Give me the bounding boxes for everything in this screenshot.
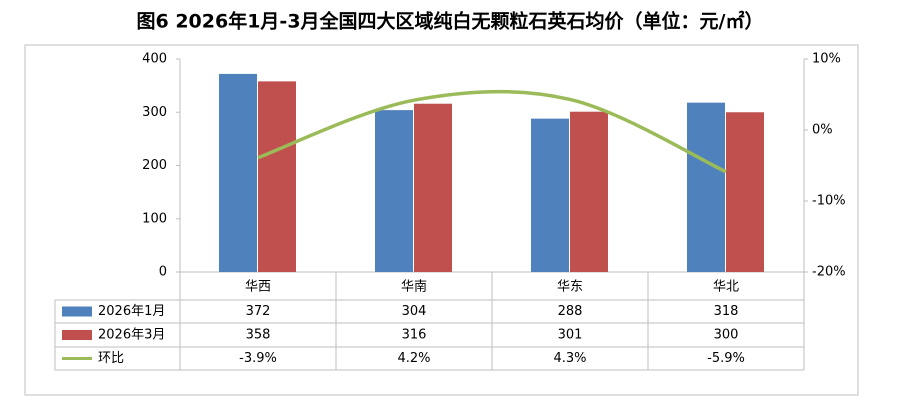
table-value: 301 — [558, 328, 583, 343]
table-value: 372 — [246, 304, 271, 319]
bar — [375, 110, 413, 273]
y-tick-label: 0 — [159, 265, 167, 280]
y-tick-label: 300 — [142, 105, 167, 120]
table-value: 304 — [402, 304, 427, 319]
table-value: 318 — [714, 304, 739, 319]
y-tick-label: 100 — [142, 211, 167, 226]
bar — [570, 111, 608, 272]
x-tick-label: 华西 — [245, 280, 271, 295]
y2-tick-label: -20% — [812, 265, 846, 280]
table-value: 288 — [558, 304, 583, 319]
y-tick-label: 200 — [142, 158, 167, 173]
legend-swatch — [62, 306, 92, 317]
bar — [219, 73, 257, 272]
bar — [726, 112, 764, 272]
table-value: 300 — [714, 328, 739, 343]
chart-title: 图6 2026年1月-3月全国四大区域纯白无颗粒石英石均价（单位：元/㎡） — [137, 10, 764, 33]
table-value: 4.3% — [553, 351, 586, 366]
y2-tick-label: -10% — [812, 194, 846, 209]
y-tick-label: 400 — [142, 52, 167, 67]
x-tick-label: 华东 — [557, 280, 583, 295]
bar — [258, 81, 296, 273]
table-value: 316 — [402, 328, 427, 343]
table-value: 4.2% — [397, 351, 430, 366]
legend-swatch — [62, 330, 92, 340]
line — [257, 89, 727, 174]
bar — [531, 118, 569, 272]
table-value: -3.9% — [239, 351, 277, 366]
table-value: 358 — [246, 328, 271, 343]
table-value: -5.9% — [707, 351, 745, 366]
legend-label: 2026年3月 — [98, 328, 165, 343]
legend-label: 环比 — [98, 351, 124, 366]
x-tick-label: 华北 — [713, 280, 739, 295]
y2-tick-label: 0% — [812, 123, 833, 138]
legend-label: 2026年1月 — [98, 304, 165, 319]
bar — [687, 102, 725, 272]
x-tick-label: 华南 — [401, 279, 427, 295]
y2-tick-label: 10% — [812, 52, 841, 67]
bar — [414, 103, 452, 272]
